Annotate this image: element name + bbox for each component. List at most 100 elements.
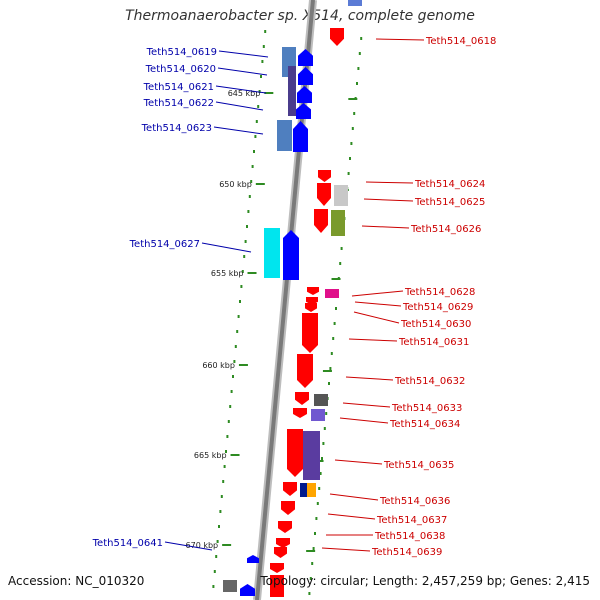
tick-label: 645 kbp xyxy=(228,89,261,98)
map-title: Thermoanaerobacter sp. X514, complete ge… xyxy=(125,8,475,24)
guide-dot xyxy=(255,120,258,123)
tick-label: 670 kbp xyxy=(186,541,219,550)
feature-arrow-0621 xyxy=(297,86,312,103)
leader-line xyxy=(363,198,414,202)
cog-block xyxy=(223,580,237,592)
guide-dot xyxy=(227,420,230,423)
guide-dot xyxy=(234,345,237,348)
cog-block xyxy=(288,66,296,116)
guide-dot xyxy=(218,525,220,528)
guide-dot xyxy=(329,367,332,370)
tick-mark xyxy=(264,92,274,94)
gene-label: Teth514_0623 xyxy=(141,123,212,134)
feature-arrow-0622 xyxy=(296,103,311,119)
tick-label: 655 kbp xyxy=(211,269,244,278)
guide-dot xyxy=(258,90,261,93)
guide-dot xyxy=(350,142,353,145)
guide-dot xyxy=(351,127,354,130)
guide-dot xyxy=(353,112,356,115)
feature-arrow-0628 xyxy=(307,287,319,295)
leader-line xyxy=(351,290,404,297)
feature-arrow-0627 xyxy=(283,230,299,280)
cog-block xyxy=(334,185,348,206)
guide-dot xyxy=(229,405,232,408)
leader-line xyxy=(353,311,400,324)
gene-label: Teth514_0633 xyxy=(391,403,462,414)
feature-arrow-0632 xyxy=(297,354,313,388)
gene-label: Teth514_0641 xyxy=(92,538,163,549)
guide-dot xyxy=(226,435,229,438)
leader-line xyxy=(218,50,269,58)
leader-line xyxy=(213,126,264,135)
guide-dot xyxy=(239,300,241,303)
leader-line xyxy=(342,402,391,408)
guide-dot xyxy=(240,285,243,288)
guide-dot xyxy=(250,180,253,183)
cog-block xyxy=(314,394,328,406)
guide-dot xyxy=(244,240,247,243)
cog-block xyxy=(303,431,320,480)
gene-label: Teth514_0620 xyxy=(145,64,216,75)
gene-label: Teth514_0630 xyxy=(400,319,471,330)
guide-dot xyxy=(347,172,350,175)
feature-arrow-0630 xyxy=(305,303,317,312)
guide-dot xyxy=(309,577,312,580)
guide-dot xyxy=(314,532,316,535)
guide-dot xyxy=(233,360,236,363)
guide-dot xyxy=(262,45,265,48)
feature-arrow-0639 xyxy=(274,547,287,558)
feature-arrow-0625 xyxy=(317,183,331,206)
guide-dot xyxy=(360,37,363,40)
leader-line xyxy=(361,225,410,229)
gene-label: Teth514_0639 xyxy=(371,547,442,558)
leader-line xyxy=(215,85,267,94)
feature-arrow-extra xyxy=(270,563,284,573)
feature-arrow-0626 xyxy=(314,209,328,233)
gene-labels: Teth514_0618 Teth514_0619 Teth514_0620 Teth… xyxy=(92,36,497,558)
topology-text: Topology: circular; Length: 2,457,259 bp… xyxy=(260,574,590,588)
feature-arrow-0633 xyxy=(295,392,309,405)
feature-arrow-0641 xyxy=(247,555,259,563)
label-leader-lines xyxy=(164,38,425,552)
guide-dot xyxy=(330,352,333,355)
guide-dot xyxy=(321,457,323,460)
guide-dot xyxy=(260,75,262,78)
leader-line xyxy=(354,301,402,307)
feature-arrow-0635 xyxy=(287,429,303,477)
gene-label: Teth514_0634 xyxy=(389,419,460,430)
guide-dot xyxy=(319,472,322,475)
gene-label: Teth514_0628 xyxy=(404,287,475,298)
guide-dot xyxy=(232,375,234,378)
guide-dot xyxy=(340,247,343,250)
gene-label: Teth514_0625 xyxy=(414,197,485,208)
feature-arrow-0637 xyxy=(281,501,295,515)
guide-dot xyxy=(254,135,257,138)
guide-dot xyxy=(335,307,337,310)
guide-dot xyxy=(253,150,255,153)
guide-dot xyxy=(220,495,223,498)
guide-dot xyxy=(323,427,326,430)
feature-blocks xyxy=(223,0,362,597)
leader-line xyxy=(215,101,264,111)
leader-line xyxy=(348,338,398,342)
tick-mark xyxy=(222,544,232,546)
cog-block xyxy=(264,228,280,278)
cog-block xyxy=(300,483,307,497)
gene-label: Teth514_0635 xyxy=(383,460,454,471)
guide-dot xyxy=(316,502,319,505)
guide-dot xyxy=(311,562,314,565)
cog-block xyxy=(307,483,316,497)
guide-dot xyxy=(251,165,254,168)
guide-dot xyxy=(247,210,250,213)
gene-label: Teth514_0632 xyxy=(394,376,465,387)
tick-mark xyxy=(306,550,316,552)
guide-dot xyxy=(213,570,216,573)
feature-block xyxy=(270,575,284,597)
feature-arrow-0636 xyxy=(283,482,297,496)
guide-dot xyxy=(333,322,336,325)
feature-arrow-0619 xyxy=(298,49,313,66)
leader-line xyxy=(375,38,425,41)
guide-dot xyxy=(332,337,335,340)
guide-dot xyxy=(248,195,251,198)
